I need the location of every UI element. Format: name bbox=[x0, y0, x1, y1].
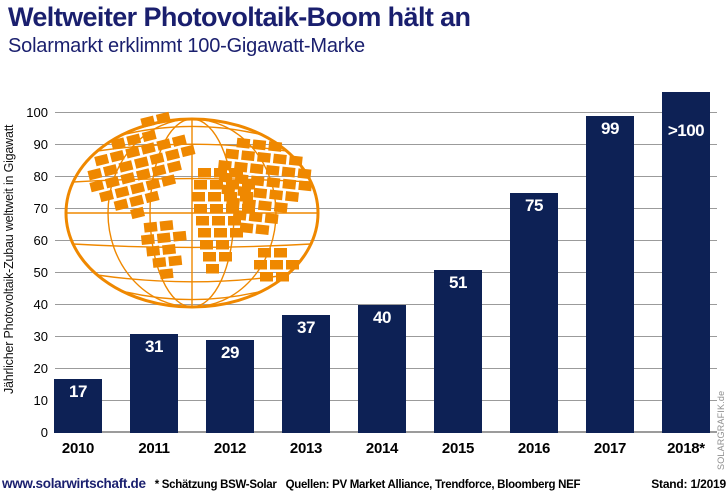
gridline bbox=[55, 112, 717, 113]
bar-column: 51 bbox=[420, 85, 496, 433]
as-of-date: Stand: 1/2019 bbox=[651, 477, 726, 491]
bar-column: 17 bbox=[40, 85, 116, 433]
x-tick-label: 2014 bbox=[365, 440, 399, 457]
y-tick-label: 0 bbox=[40, 425, 48, 440]
y-tick-label: 90 bbox=[33, 137, 48, 152]
bar-column: 37 bbox=[268, 85, 344, 433]
bar-column: 75 bbox=[496, 85, 572, 433]
x-tick-label: 2012 bbox=[213, 440, 247, 457]
gridline bbox=[55, 208, 717, 209]
bar: 51 bbox=[434, 269, 482, 433]
bar-column: 31 bbox=[116, 85, 192, 433]
x-tick-label: 2018* bbox=[667, 440, 705, 457]
bar-column: >100 bbox=[648, 85, 724, 433]
bar: 75 bbox=[510, 193, 558, 433]
bar: 37 bbox=[282, 314, 330, 433]
y-axis-ticks: 0 10 20 30 40 50 60 70 80 90 100 bbox=[0, 85, 48, 440]
x-axis-labels: 2010 2011 2012 2013 2014 2015 2016 2017 2018* bbox=[40, 440, 724, 457]
page-title: Weltweiter Photovoltaik-Boom hält an bbox=[8, 2, 471, 32]
bar-value-label: 99 bbox=[601, 119, 619, 139]
footer: www.solarwirtschaft.de * Schätzung BSW-S… bbox=[2, 476, 726, 491]
x-tick-label: 2017 bbox=[593, 440, 627, 457]
gridline bbox=[55, 304, 717, 305]
bar: 29 bbox=[206, 340, 254, 433]
y-tick-label: 50 bbox=[33, 265, 48, 280]
x-tick-label: 2013 bbox=[289, 440, 323, 457]
website-link[interactable]: www.solarwirtschaft.de bbox=[2, 476, 146, 491]
bar-value-label: 40 bbox=[373, 308, 391, 327]
y-tick-label: 100 bbox=[26, 105, 48, 120]
bar-value-label: 51 bbox=[449, 272, 467, 292]
bar-column: 40 bbox=[344, 85, 420, 433]
gridline bbox=[55, 272, 717, 273]
gridline bbox=[55, 144, 717, 145]
x-tick-label: 2011 bbox=[138, 440, 170, 457]
bar-value-label: 75 bbox=[525, 196, 543, 215]
y-tick-label: 80 bbox=[33, 169, 48, 184]
y-tick-label: 70 bbox=[33, 201, 48, 216]
bar-value-label: >100 bbox=[667, 121, 705, 141]
footnote-estimate: * Schätzung BSW-Solar bbox=[154, 479, 277, 491]
y-tick-label: 10 bbox=[33, 393, 48, 408]
bar: 17 bbox=[54, 378, 102, 433]
bar: 31 bbox=[130, 333, 178, 433]
y-tick-label: 20 bbox=[33, 361, 48, 376]
bar: 40 bbox=[358, 305, 406, 433]
bar-column: 99 bbox=[572, 85, 648, 433]
gridline bbox=[55, 176, 717, 177]
bar: >100 bbox=[662, 92, 710, 433]
gridline bbox=[55, 240, 717, 241]
bar: 99 bbox=[586, 116, 634, 433]
bar-series: 17 31 29 37 40 51 75 99 >100 bbox=[40, 85, 724, 433]
y-tick-label: 30 bbox=[33, 329, 48, 344]
y-tick-label: 60 bbox=[33, 233, 48, 248]
bar-column: 29 bbox=[192, 85, 268, 433]
x-tick-label: 2016 bbox=[517, 440, 551, 457]
x-tick-label: 2015 bbox=[441, 440, 475, 457]
bar-value-label: 31 bbox=[145, 336, 163, 356]
page-subtitle: Solarmarkt erklimmt 100-Gigawatt-Marke bbox=[8, 35, 365, 57]
x-tick-label: 2010 bbox=[61, 440, 95, 457]
sources-text: Quellen: PV Market Alliance, Trendforce,… bbox=[285, 479, 581, 491]
bar-value-label: 29 bbox=[221, 343, 239, 363]
bar-value-label: 37 bbox=[297, 317, 315, 337]
y-tick-label: 40 bbox=[33, 297, 48, 312]
bar-value-label: 17 bbox=[69, 381, 87, 401]
